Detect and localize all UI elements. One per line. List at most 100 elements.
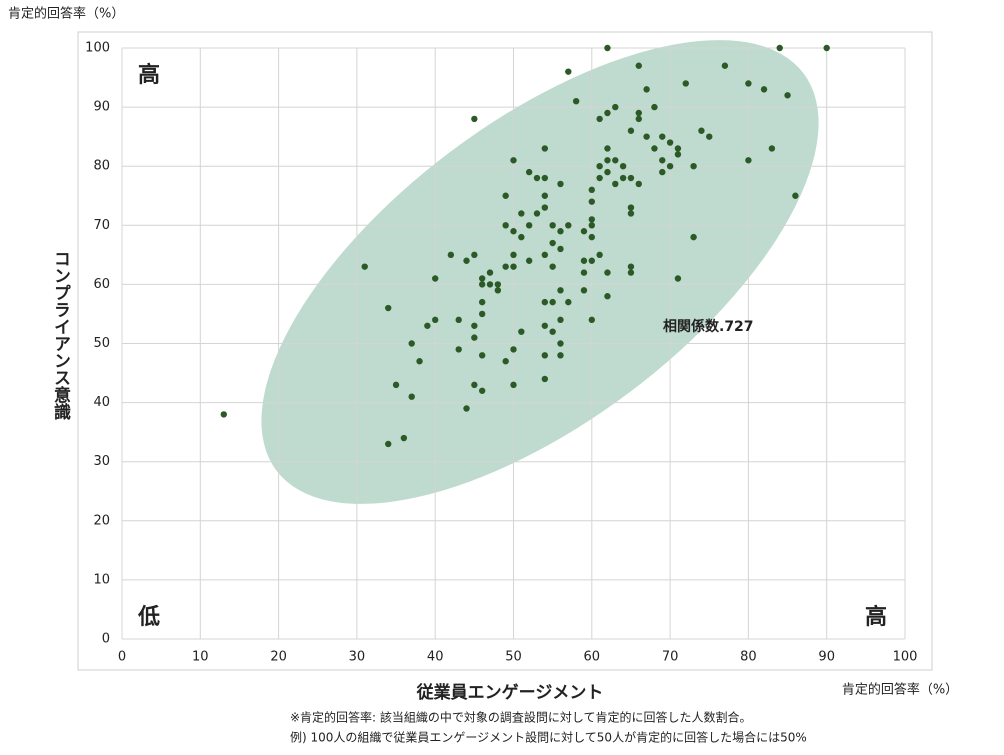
point bbox=[557, 316, 564, 324]
point bbox=[494, 287, 502, 294]
frame bbox=[77, 31, 933, 671]
y-tick-label: 60 bbox=[93, 277, 110, 292]
point bbox=[510, 381, 517, 389]
point bbox=[455, 316, 462, 324]
point bbox=[432, 275, 439, 282]
point bbox=[361, 263, 368, 270]
point bbox=[392, 381, 400, 389]
point bbox=[541, 298, 549, 306]
point bbox=[604, 269, 611, 276]
point bbox=[619, 174, 627, 182]
point bbox=[643, 133, 650, 140]
point bbox=[651, 145, 658, 152]
y-tick-label: 50 bbox=[93, 336, 110, 351]
point bbox=[596, 115, 603, 123]
point bbox=[525, 168, 533, 176]
point bbox=[627, 269, 635, 276]
point bbox=[588, 316, 595, 324]
x-tick-label: 40 bbox=[427, 650, 444, 665]
point bbox=[541, 251, 549, 259]
point bbox=[408, 393, 415, 400]
point bbox=[659, 157, 666, 164]
point bbox=[408, 340, 415, 347]
y-tick-label: 100 bbox=[85, 41, 110, 56]
point bbox=[690, 233, 697, 241]
point bbox=[518, 210, 525, 217]
y-tick-label: 30 bbox=[93, 454, 110, 469]
y-tick-label: 80 bbox=[93, 159, 110, 174]
point bbox=[510, 263, 517, 270]
x-unit-label: 肯定的回答率（%） bbox=[842, 682, 958, 698]
point bbox=[471, 322, 478, 329]
point bbox=[557, 228, 564, 235]
point bbox=[588, 198, 595, 205]
point bbox=[478, 281, 486, 288]
point bbox=[666, 163, 674, 170]
point bbox=[478, 310, 486, 318]
point bbox=[557, 287, 564, 294]
corner-label: 高 bbox=[138, 62, 160, 88]
point bbox=[635, 62, 642, 69]
point bbox=[674, 151, 682, 158]
point bbox=[651, 103, 658, 111]
point bbox=[635, 180, 642, 188]
point bbox=[510, 228, 517, 235]
y-tick-label: 70 bbox=[93, 218, 110, 233]
point bbox=[471, 251, 478, 259]
point bbox=[385, 440, 392, 448]
point bbox=[525, 222, 533, 229]
point bbox=[635, 115, 642, 123]
point bbox=[486, 269, 494, 276]
point bbox=[627, 210, 635, 217]
y-tick-label: 10 bbox=[93, 572, 110, 587]
x-tick-label: 100 bbox=[893, 650, 918, 665]
point bbox=[588, 186, 595, 194]
point bbox=[533, 174, 541, 182]
point bbox=[549, 263, 556, 270]
point bbox=[690, 163, 697, 170]
point bbox=[721, 62, 729, 69]
x-tick-label: 70 bbox=[662, 650, 679, 665]
x-axis-label: 従業員エンゲージメント bbox=[416, 682, 604, 703]
point bbox=[541, 204, 549, 211]
point bbox=[682, 80, 689, 87]
point bbox=[447, 251, 455, 259]
point bbox=[580, 269, 588, 276]
y-tick-label: 20 bbox=[93, 513, 110, 528]
point bbox=[565, 68, 572, 75]
point bbox=[627, 204, 635, 211]
point bbox=[674, 275, 682, 282]
point bbox=[604, 109, 611, 117]
point bbox=[518, 328, 525, 335]
point bbox=[588, 222, 595, 229]
point bbox=[784, 92, 791, 99]
corner-label: 低 bbox=[137, 605, 160, 630]
point bbox=[627, 127, 635, 134]
point bbox=[659, 133, 666, 140]
point bbox=[760, 86, 768, 93]
point bbox=[510, 157, 517, 164]
y-unit-label: 肯定的回答率（%） bbox=[8, 6, 124, 22]
point bbox=[385, 304, 392, 312]
point bbox=[823, 44, 830, 52]
point bbox=[541, 192, 549, 199]
point bbox=[698, 127, 705, 134]
point bbox=[549, 239, 556, 247]
point bbox=[604, 168, 611, 176]
point bbox=[471, 381, 478, 389]
point bbox=[565, 222, 572, 229]
point bbox=[400, 434, 408, 442]
point bbox=[557, 352, 564, 359]
point bbox=[604, 293, 611, 300]
x-tick-label: 60 bbox=[584, 650, 601, 665]
point bbox=[604, 44, 611, 52]
point bbox=[627, 174, 635, 182]
point bbox=[635, 109, 642, 117]
point bbox=[565, 298, 572, 306]
point bbox=[541, 375, 549, 383]
point bbox=[541, 352, 549, 359]
point bbox=[557, 245, 564, 253]
point bbox=[220, 411, 227, 418]
point bbox=[549, 328, 556, 335]
point bbox=[471, 115, 478, 123]
